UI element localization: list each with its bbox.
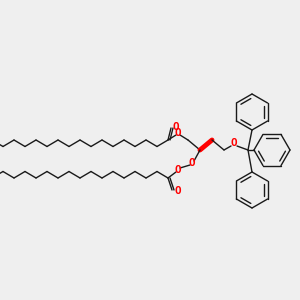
Text: O: O [175,186,182,196]
Text: O: O [175,128,182,138]
Text: O: O [189,158,195,168]
Text: O: O [175,165,182,175]
Text: O: O [172,122,179,132]
Text: O: O [231,138,237,148]
